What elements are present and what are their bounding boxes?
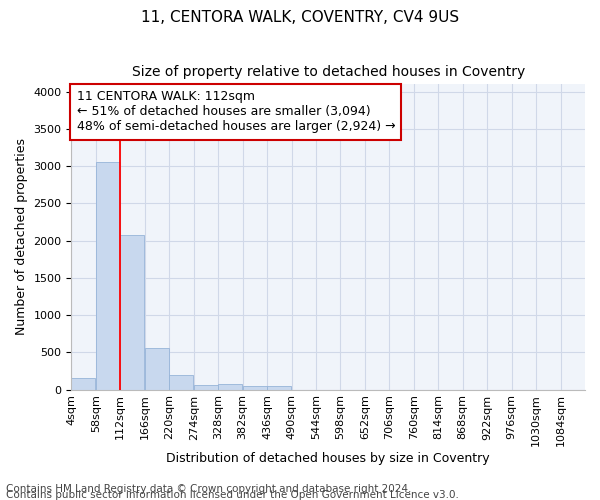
Bar bbox=[169, 374, 193, 390]
Text: Contains HM Land Registry data © Crown copyright and database right 2024.: Contains HM Land Registry data © Crown c… bbox=[6, 484, 412, 494]
Bar bbox=[194, 384, 218, 390]
Bar bbox=[218, 384, 242, 390]
X-axis label: Distribution of detached houses by size in Coventry: Distribution of detached houses by size … bbox=[166, 452, 490, 465]
Bar bbox=[96, 162, 120, 390]
Text: 11, CENTORA WALK, COVENTRY, CV4 9US: 11, CENTORA WALK, COVENTRY, CV4 9US bbox=[141, 10, 459, 25]
Y-axis label: Number of detached properties: Number of detached properties bbox=[15, 138, 28, 336]
Text: 11 CENTORA WALK: 112sqm
← 51% of detached houses are smaller (3,094)
48% of semi: 11 CENTORA WALK: 112sqm ← 51% of detache… bbox=[77, 90, 395, 134]
Bar bbox=[242, 386, 266, 390]
Bar bbox=[71, 378, 95, 390]
Bar bbox=[145, 348, 169, 390]
Bar bbox=[267, 386, 291, 390]
Text: Contains public sector information licensed under the Open Government Licence v3: Contains public sector information licen… bbox=[6, 490, 459, 500]
Bar bbox=[121, 236, 144, 390]
Title: Size of property relative to detached houses in Coventry: Size of property relative to detached ho… bbox=[131, 65, 525, 79]
